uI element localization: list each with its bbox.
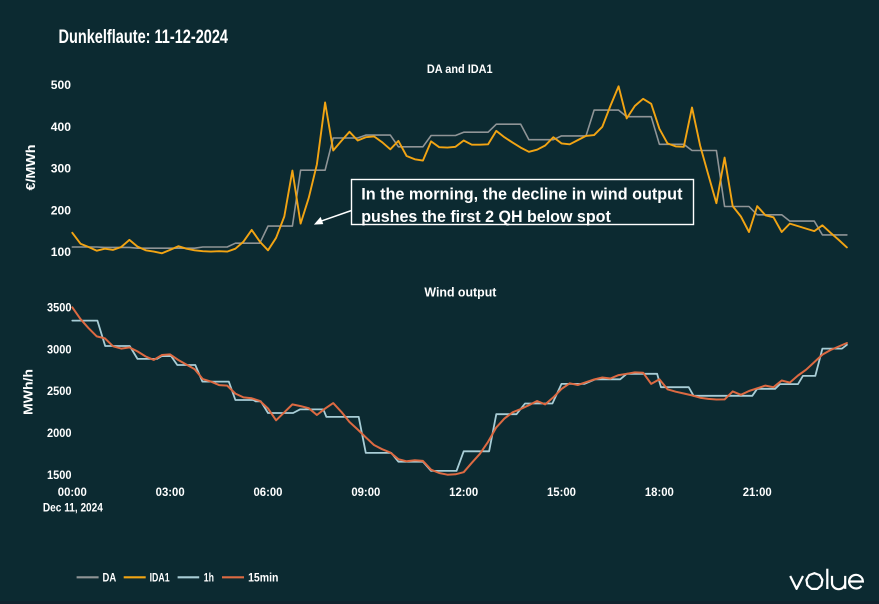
svg-text:00:00: 00:00 [58, 485, 87, 499]
svg-text:2500: 2500 [47, 384, 72, 398]
svg-text:Dec 11, 2024: Dec 11, 2024 [43, 500, 103, 514]
svg-text:21:00: 21:00 [743, 485, 772, 499]
svg-text:300: 300 [51, 162, 72, 176]
svg-text:09:00: 09:00 [351, 485, 380, 499]
svg-text:3500: 3500 [47, 301, 72, 315]
svg-text:In the morning, the decline in: In the morning, the decline in wind outp… [361, 184, 683, 203]
svg-text:1h: 1h [204, 573, 214, 585]
svg-text:100: 100 [51, 245, 72, 259]
svg-text:15:00: 15:00 [547, 485, 576, 499]
svg-text:2000: 2000 [47, 426, 72, 440]
svg-text:12:00: 12:00 [449, 485, 478, 499]
svg-text:1500: 1500 [47, 468, 72, 482]
svg-text:15min: 15min [248, 573, 278, 585]
svg-text:Dunkelflaute: 11-12-2024: Dunkelflaute: 11-12-2024 [59, 27, 229, 48]
svg-text:3000: 3000 [47, 342, 72, 356]
svg-text:500: 500 [51, 78, 72, 92]
svg-text:200: 200 [51, 203, 72, 217]
svg-text:DA: DA [103, 573, 117, 585]
svg-text:IDA1: IDA1 [150, 573, 170, 585]
svg-text:€/MWh: €/MWh [24, 145, 38, 191]
svg-text:pushes the first 2 QH below sp: pushes the first 2 QH below spot [361, 207, 611, 226]
svg-text:DA and IDA1: DA and IDA1 [427, 62, 493, 76]
svg-text:MWh/h: MWh/h [22, 369, 36, 415]
svg-text:400: 400 [51, 120, 72, 134]
svg-text:06:00: 06:00 [253, 485, 282, 499]
svg-text:03:00: 03:00 [156, 485, 185, 499]
svg-text:Wind output: Wind output [424, 285, 497, 299]
svg-text:18:00: 18:00 [645, 485, 674, 499]
